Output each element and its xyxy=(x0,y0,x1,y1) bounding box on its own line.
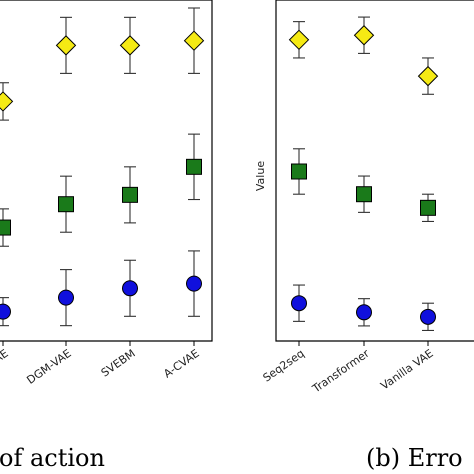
right-y-axis-label: Value xyxy=(254,161,267,191)
x-tick-label: Seq2seq xyxy=(261,347,307,385)
right-caption: (b) Erro xyxy=(366,444,463,472)
x-tick-label: A-CVAE xyxy=(161,347,201,381)
circle-marker xyxy=(356,304,372,321)
x-tick-label: SVEBM xyxy=(99,347,138,380)
diamond-marker xyxy=(119,35,141,56)
square-marker xyxy=(122,186,138,203)
circle-marker xyxy=(58,289,74,306)
square-marker xyxy=(291,163,307,180)
left-plot-area xyxy=(0,7,205,327)
circle-marker xyxy=(122,280,138,297)
left-caption: of action xyxy=(0,444,105,472)
diamond-marker xyxy=(183,30,205,51)
square-marker xyxy=(58,196,74,213)
square-marker xyxy=(0,219,11,236)
diamond-marker xyxy=(0,91,14,112)
right-panel-frame xyxy=(275,0,474,342)
circle-marker xyxy=(0,303,11,320)
x-tick-label: -VAE xyxy=(0,347,11,372)
circle-marker xyxy=(420,308,436,325)
diamond-marker xyxy=(55,35,77,56)
square-marker xyxy=(356,186,372,203)
square-marker xyxy=(420,199,436,216)
x-tick-label: DGM-VAE xyxy=(24,347,73,387)
square-marker xyxy=(186,158,202,175)
circle-marker xyxy=(291,295,307,312)
right-plot-area xyxy=(288,16,439,332)
diamond-marker xyxy=(417,65,439,87)
diamond-marker xyxy=(288,29,310,50)
diamond-marker xyxy=(353,25,375,46)
x-tick-label: Transformer xyxy=(309,347,372,396)
left-panel-frame xyxy=(0,0,213,342)
left-x-ticks: -VAE DGM-VAE SVEBM A-CVAE xyxy=(0,341,202,387)
circle-marker xyxy=(186,275,202,292)
x-tick-label: Vanilla VAE xyxy=(378,347,436,393)
